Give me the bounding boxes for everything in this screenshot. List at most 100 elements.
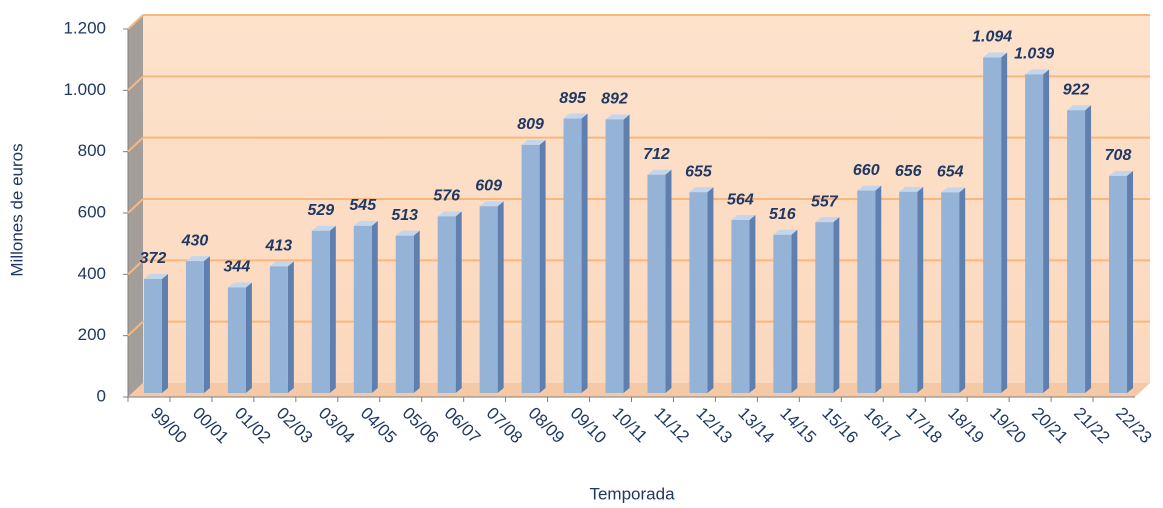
bar — [1067, 110, 1086, 394]
bar-side — [203, 256, 210, 393]
bar-side — [833, 217, 840, 393]
value-label: 609 — [475, 177, 502, 194]
y-tick-label: 800 — [78, 141, 106, 160]
x-tick-label: 16/17 — [860, 404, 904, 448]
x-tick-label: 17/18 — [902, 404, 946, 448]
bar — [857, 190, 876, 393]
x-tick-label: 22/23 — [1112, 404, 1156, 448]
bar — [899, 191, 918, 393]
y-tick-label: 1.200 — [63, 18, 106, 37]
grid-line-side — [127, 198, 144, 214]
bar-side — [791, 229, 798, 393]
bar — [983, 57, 1002, 394]
bar — [731, 220, 750, 393]
bar — [605, 119, 624, 393]
x-tick-label: 20/21 — [1028, 404, 1072, 448]
bar-top — [815, 217, 840, 223]
x-tick-label: 15/16 — [818, 404, 862, 448]
value-label: 513 — [391, 207, 418, 224]
bar — [227, 287, 246, 393]
bar — [1109, 175, 1128, 393]
x-tick-label: 07/08 — [483, 404, 527, 448]
x-tick-label: 11/12 — [650, 404, 693, 447]
value-label: 809 — [517, 116, 544, 133]
bar-side — [497, 201, 504, 393]
bar-side — [539, 139, 546, 393]
x-tick-label: 04/05 — [357, 404, 401, 448]
bar-top — [227, 282, 252, 288]
y-tick-label: 400 — [78, 264, 106, 283]
y-tick-label: 200 — [78, 325, 106, 344]
grid-line-side — [127, 75, 144, 92]
bar-top — [311, 225, 336, 231]
x-tick-label: 13/14 — [734, 404, 778, 448]
bar-side — [665, 169, 672, 393]
bar-top — [689, 187, 714, 193]
bar-side — [623, 114, 630, 393]
value-label: 655 — [685, 163, 713, 180]
bar-side — [875, 185, 882, 393]
value-label: 576 — [433, 188, 460, 205]
value-label: 557 — [811, 193, 839, 210]
x-tick-label: 10/11 — [609, 404, 652, 447]
x-tick-label: 09/10 — [567, 404, 611, 448]
x-tick-label: 00/01 — [189, 404, 233, 448]
bar — [185, 261, 204, 393]
bar-top — [479, 201, 504, 207]
x-tick-label: 21/22 — [1070, 404, 1114, 448]
bar-side — [581, 113, 588, 394]
bar — [773, 234, 792, 393]
value-label: 654 — [937, 164, 964, 181]
bar — [437, 216, 456, 393]
bar — [521, 144, 540, 393]
x-axis-title: Temporada — [589, 484, 675, 503]
bar-side — [959, 187, 966, 393]
bar-top — [1067, 105, 1092, 111]
bar — [1025, 74, 1044, 393]
value-label: 656 — [895, 163, 922, 180]
x-tick-label: 14/15 — [776, 404, 820, 448]
bar-top — [437, 211, 462, 217]
bar — [311, 230, 330, 393]
bar-top — [269, 261, 294, 267]
y-tick-label: 600 — [78, 202, 106, 221]
bar-side — [413, 230, 420, 393]
bar-top — [941, 187, 966, 193]
value-label: 892 — [601, 91, 628, 108]
floor — [128, 383, 1150, 397]
bar-side — [161, 273, 168, 393]
bar — [143, 278, 162, 393]
bar-top — [773, 229, 798, 235]
value-label: 564 — [727, 191, 754, 208]
bar — [689, 192, 708, 393]
x-tick-label: 08/09 — [525, 404, 569, 448]
bar-top — [647, 169, 672, 175]
value-label: 516 — [769, 206, 796, 223]
bar-side — [707, 187, 714, 393]
bar-side — [1127, 170, 1134, 393]
x-tick-label: 01/02 — [231, 404, 275, 448]
bar-side — [1043, 69, 1050, 393]
bar-top — [857, 185, 882, 191]
x-tick-label: 02/03 — [273, 404, 317, 448]
x-tick-label: 18/19 — [944, 404, 988, 448]
bar-top — [353, 220, 378, 226]
bar — [395, 235, 414, 393]
bar-side — [749, 215, 756, 393]
bar-side — [455, 211, 462, 393]
bar — [815, 222, 834, 393]
value-label: 895 — [559, 90, 587, 107]
x-tick-label: 06/07 — [441, 404, 485, 448]
y-axis-title: Millones de euros — [7, 143, 26, 276]
value-label: 1.039 — [1014, 46, 1054, 63]
bar-top — [605, 114, 630, 120]
bar-top — [563, 113, 588, 119]
bar-top — [1025, 69, 1050, 75]
x-tick-label: 99/00 — [147, 404, 191, 448]
bar-top — [1109, 170, 1134, 176]
value-label: 922 — [1063, 81, 1090, 98]
x-tick-label: 03/04 — [315, 404, 359, 448]
value-label: 344 — [224, 259, 251, 276]
x-tick-label: 12/13 — [692, 404, 736, 448]
